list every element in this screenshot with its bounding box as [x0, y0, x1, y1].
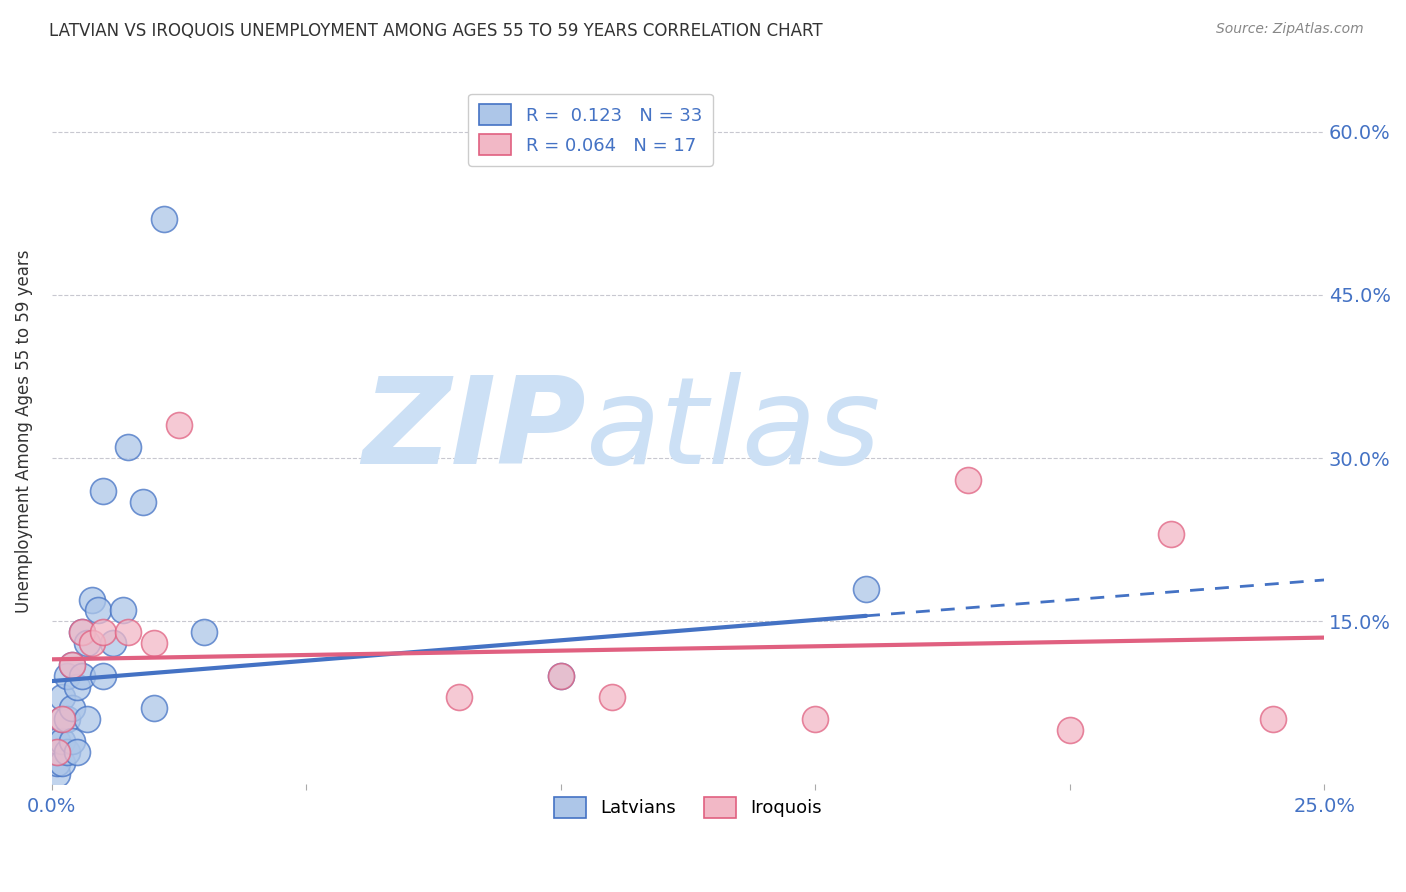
- Point: [72, 668, 94, 682]
- Point: [117, 440, 139, 454]
- Point: [855, 582, 877, 596]
- Point: [51, 734, 73, 748]
- Point: [51, 690, 73, 705]
- Point: [550, 668, 572, 682]
- Point: [82, 636, 104, 650]
- Point: [82, 592, 104, 607]
- Point: [111, 603, 134, 617]
- Point: [193, 625, 215, 640]
- Point: [45, 734, 67, 748]
- Point: [1059, 723, 1081, 737]
- Point: [76, 636, 98, 650]
- Point: [447, 690, 470, 705]
- Point: [91, 483, 114, 498]
- Point: [117, 625, 139, 640]
- Point: [132, 494, 155, 508]
- Point: [72, 625, 94, 640]
- Point: [956, 473, 979, 487]
- Point: [51, 712, 73, 726]
- Point: [804, 712, 827, 726]
- Point: [60, 657, 83, 672]
- Point: [45, 766, 67, 780]
- Point: [60, 657, 83, 672]
- Point: [51, 712, 73, 726]
- Point: [142, 636, 165, 650]
- Point: [550, 668, 572, 682]
- Point: [45, 745, 67, 759]
- Point: [56, 712, 79, 726]
- Text: Source: ZipAtlas.com: Source: ZipAtlas.com: [1216, 22, 1364, 37]
- Point: [1160, 527, 1182, 541]
- Text: ZIP: ZIP: [363, 373, 586, 490]
- Point: [51, 756, 73, 770]
- Text: LATVIAN VS IROQUOIS UNEMPLOYMENT AMONG AGES 55 TO 59 YEARS CORRELATION CHART: LATVIAN VS IROQUOIS UNEMPLOYMENT AMONG A…: [49, 22, 823, 40]
- Text: atlas: atlas: [586, 373, 882, 490]
- Point: [91, 668, 114, 682]
- Point: [66, 680, 89, 694]
- Point: [60, 734, 83, 748]
- Point: [101, 636, 124, 650]
- Point: [56, 668, 79, 682]
- Point: [152, 211, 174, 226]
- Point: [76, 712, 98, 726]
- Point: [60, 701, 83, 715]
- Y-axis label: Unemployment Among Ages 55 to 59 years: Unemployment Among Ages 55 to 59 years: [15, 249, 32, 613]
- Point: [56, 745, 79, 759]
- Point: [45, 756, 67, 770]
- Point: [72, 625, 94, 640]
- Point: [86, 603, 108, 617]
- Point: [66, 745, 89, 759]
- Point: [142, 701, 165, 715]
- Point: [91, 625, 114, 640]
- Legend: Latvians, Iroquois: Latvians, Iroquois: [547, 789, 830, 825]
- Point: [600, 690, 623, 705]
- Point: [167, 418, 190, 433]
- Point: [45, 745, 67, 759]
- Point: [1263, 712, 1285, 726]
